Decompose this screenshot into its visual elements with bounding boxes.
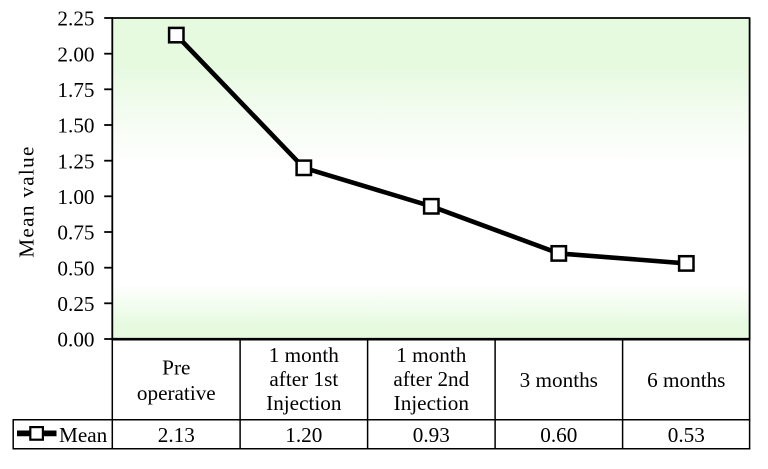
svg-text:1 month: 1 month	[396, 343, 466, 367]
svg-text:1.20: 1.20	[285, 423, 322, 447]
svg-text:2.00: 2.00	[57, 42, 94, 66]
svg-text:0.25: 0.25	[57, 292, 94, 316]
svg-text:Pre: Pre	[162, 356, 190, 380]
svg-text:Injection: Injection	[394, 391, 470, 415]
svg-text:3 months: 3 months	[520, 368, 598, 392]
svg-text:0.60: 0.60	[540, 423, 577, 447]
svg-text:1.00: 1.00	[57, 185, 94, 209]
svg-text:1 month: 1 month	[269, 343, 339, 367]
svg-text:1.25: 1.25	[57, 149, 94, 173]
svg-text:0.93: 0.93	[413, 423, 450, 447]
svg-text:2.25: 2.25	[57, 7, 94, 31]
svg-text:6 months: 6 months	[647, 368, 725, 392]
svg-text:Injection: Injection	[266, 391, 342, 415]
svg-text:0.50: 0.50	[57, 256, 94, 280]
svg-text:after 1st: after 1st	[269, 367, 338, 391]
svg-text:Mean value: Mean value	[15, 145, 39, 257]
svg-text:2.13: 2.13	[158, 423, 195, 447]
svg-text:Mean: Mean	[59, 423, 108, 447]
svg-text:1.50: 1.50	[57, 114, 94, 138]
svg-text:0.75: 0.75	[57, 221, 94, 245]
svg-text:operative: operative	[137, 381, 216, 405]
svg-text:0.53: 0.53	[668, 423, 705, 447]
svg-text:0.00: 0.00	[57, 328, 94, 352]
svg-text:1.75: 1.75	[57, 78, 94, 102]
svg-text:after 2nd: after 2nd	[393, 367, 469, 391]
